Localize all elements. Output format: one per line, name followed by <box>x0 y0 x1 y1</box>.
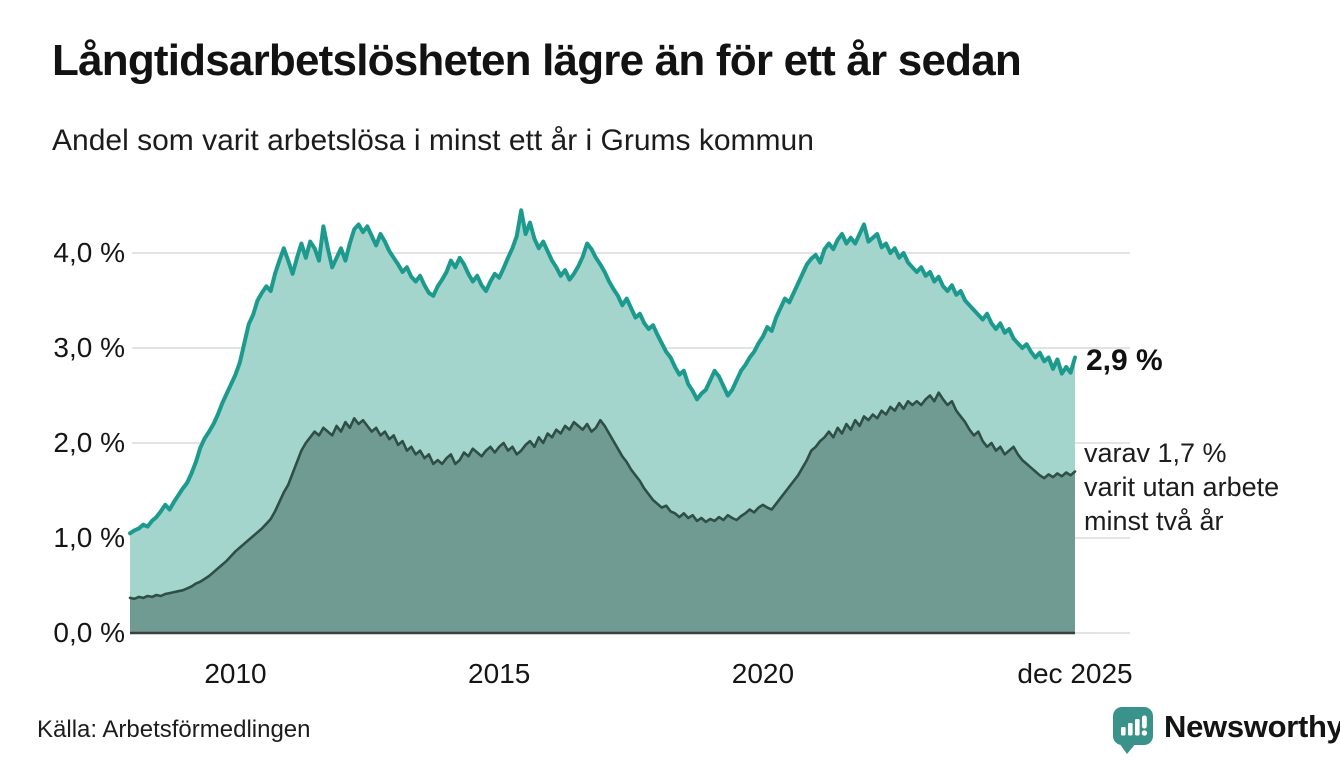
y-axis-tick-1: 1,0 % <box>53 522 125 553</box>
y-axis-tick-2: 2,0 % <box>53 427 125 458</box>
y-axis-tick-4: 4,0 % <box>53 237 125 268</box>
source-attribution: Källa: Arbetsförmedlingen <box>37 716 311 743</box>
x-axis-tick-2020: 2020 <box>731 658 795 689</box>
x-axis-tick-2015: 2015 <box>468 658 531 689</box>
newsworthy-logo-text: Newsworthy <box>1164 709 1340 744</box>
x-axis-tick-dec-2025: dec 2025 <box>1017 658 1133 689</box>
chart-subtitle: Andel som varit arbetslösa i minst ett å… <box>52 124 814 157</box>
page-title: Långtidsarbetslösheten lägre än för ett … <box>52 36 1022 85</box>
newsworthy-logo-icon <box>1113 707 1153 754</box>
latest-value-label: 2,9 % <box>1086 344 1163 377</box>
y-axis-tick-0: 0,0 % <box>53 617 125 648</box>
y-axis-tick-3: 3,0 % <box>53 332 125 363</box>
annotation-line-2: varit utan arbete <box>1084 472 1280 502</box>
annotation-line-1: varav 1,7 % <box>1084 438 1227 468</box>
secondary-series-annotation: varav 1,7 % varit utan arbete minst två … <box>1084 436 1279 538</box>
newsworthy-logo: Newsworthy <box>1112 706 1340 756</box>
x-axis-tick-2010: 2010 <box>204 658 267 689</box>
annotation-line-3: minst två år <box>1084 506 1224 536</box>
